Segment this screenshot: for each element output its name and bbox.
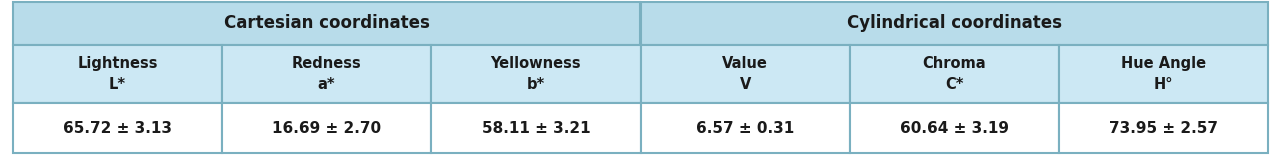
Text: 73.95 ± 2.57: 73.95 ± 2.57 bbox=[1109, 120, 1218, 135]
Bar bbox=[640, 103, 849, 153]
Text: b*: b* bbox=[526, 77, 544, 92]
Text: H°: H° bbox=[1154, 77, 1173, 92]
Text: Redness: Redness bbox=[292, 56, 361, 71]
Text: Lightness: Lightness bbox=[77, 56, 158, 71]
Text: Cylindrical coordinates: Cylindrical coordinates bbox=[847, 14, 1062, 32]
Bar bbox=[432, 103, 640, 153]
Text: 60.64 ± 3.19: 60.64 ± 3.19 bbox=[899, 120, 1009, 135]
Bar bbox=[222, 45, 432, 103]
Bar bbox=[849, 103, 1059, 153]
Text: Cartesian coordinates: Cartesian coordinates bbox=[224, 14, 429, 32]
Bar bbox=[1059, 103, 1268, 153]
Text: 16.69 ± 2.70: 16.69 ± 2.70 bbox=[272, 120, 382, 135]
Bar bbox=[222, 103, 432, 153]
Text: V: V bbox=[739, 77, 751, 92]
Bar bbox=[849, 45, 1059, 103]
Text: L*: L* bbox=[109, 77, 126, 92]
Text: Chroma: Chroma bbox=[922, 56, 986, 71]
Bar bbox=[13, 103, 222, 153]
Text: 65.72 ± 3.13: 65.72 ± 3.13 bbox=[63, 120, 172, 135]
Text: C*: C* bbox=[945, 77, 963, 92]
Text: 58.11 ± 3.21: 58.11 ± 3.21 bbox=[482, 120, 591, 135]
Text: Value: Value bbox=[722, 56, 769, 71]
Bar bbox=[432, 45, 640, 103]
Bar bbox=[640, 45, 849, 103]
Bar bbox=[13, 2, 640, 45]
Bar bbox=[13, 45, 222, 103]
Text: Hue Angle: Hue Angle bbox=[1121, 56, 1207, 71]
Bar bbox=[640, 2, 1268, 45]
Text: Yellowness: Yellowness bbox=[491, 56, 582, 71]
Text: a*: a* bbox=[318, 77, 336, 92]
Text: 6.57 ± 0.31: 6.57 ± 0.31 bbox=[696, 120, 794, 135]
Bar bbox=[1059, 45, 1268, 103]
